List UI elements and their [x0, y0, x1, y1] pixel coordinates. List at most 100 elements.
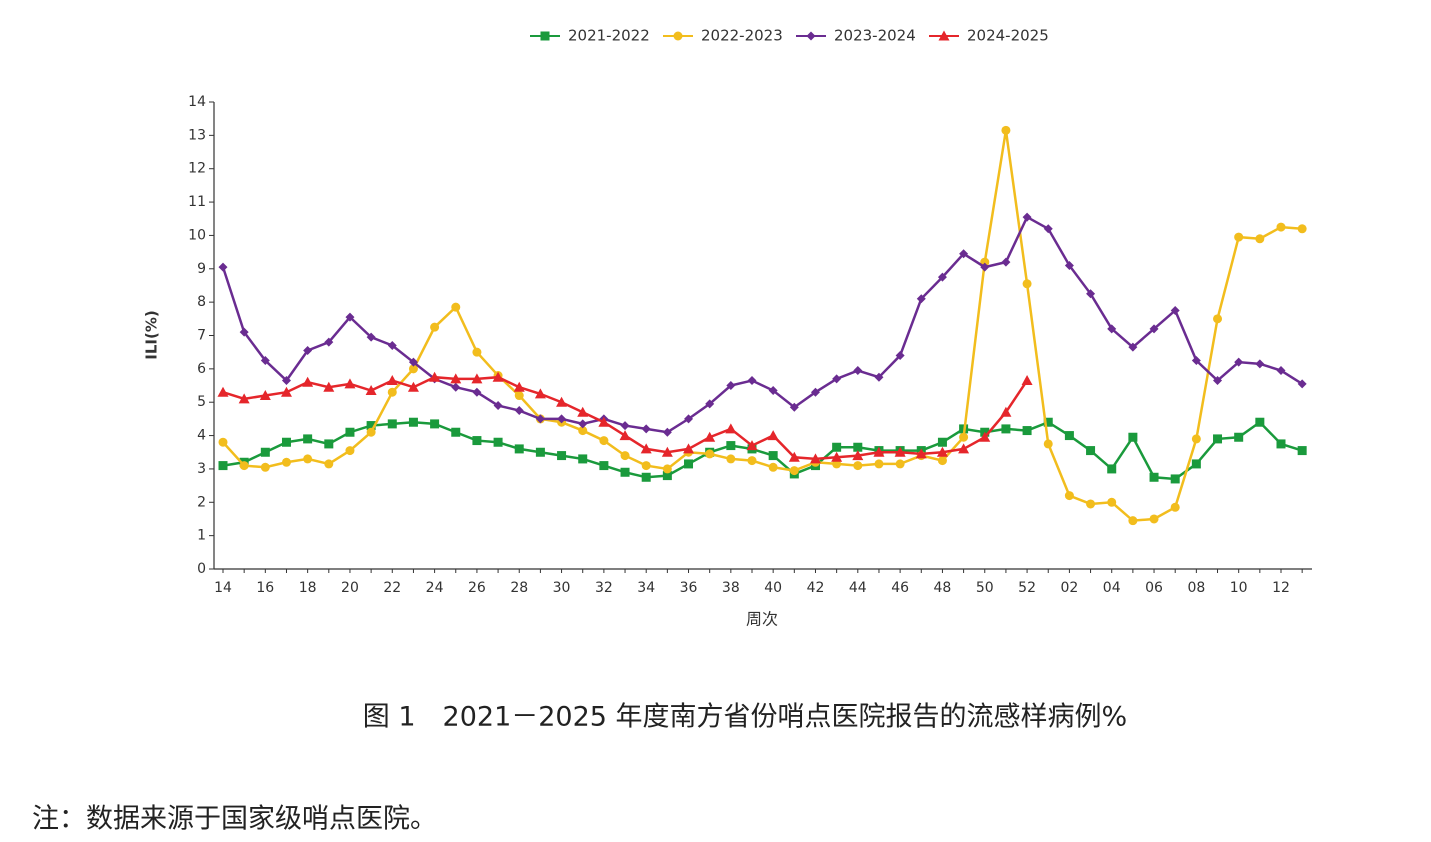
marker — [806, 31, 816, 41]
marker — [451, 427, 461, 437]
marker — [1021, 375, 1033, 386]
marker — [1170, 474, 1180, 484]
marker — [260, 356, 270, 366]
marker — [493, 437, 503, 447]
marker — [281, 457, 291, 467]
marker — [450, 373, 462, 384]
marker — [641, 461, 651, 471]
marker — [1276, 439, 1286, 449]
y-tick-label: 7 — [197, 328, 206, 344]
x-tick-label: 22 — [383, 580, 401, 596]
marker — [726, 441, 736, 451]
marker — [471, 373, 483, 384]
marker — [366, 427, 376, 437]
marker — [303, 454, 313, 464]
marker — [513, 381, 525, 392]
marker — [1149, 472, 1159, 482]
marker — [895, 351, 905, 361]
marker — [1001, 125, 1011, 135]
marker — [408, 357, 418, 367]
marker — [747, 376, 757, 386]
marker — [873, 446, 885, 457]
marker — [1297, 379, 1307, 389]
marker — [853, 442, 863, 452]
marker — [451, 382, 461, 392]
marker — [641, 472, 651, 482]
marker — [938, 30, 950, 41]
marker — [746, 440, 758, 451]
marker — [429, 371, 441, 382]
marker — [1064, 431, 1074, 441]
x-axis-label: 周次 — [746, 610, 778, 629]
y-tick-label: 4 — [197, 428, 206, 444]
x-tick-label: 08 — [1187, 580, 1205, 596]
y-axis-label: ILI(%) — [143, 310, 161, 359]
marker — [1001, 257, 1011, 267]
marker — [599, 436, 609, 446]
x-tick-label: 10 — [1230, 580, 1248, 596]
marker — [1213, 314, 1223, 324]
marker — [386, 375, 398, 386]
marker — [578, 419, 588, 429]
marker — [1128, 342, 1138, 352]
marker — [238, 393, 250, 404]
marker — [303, 346, 313, 356]
marker — [619, 430, 631, 441]
x-tick-label: 40 — [764, 580, 782, 596]
y-tick-label: 8 — [197, 294, 206, 310]
marker — [366, 332, 376, 342]
marker — [345, 312, 355, 322]
marker — [809, 453, 821, 464]
marker — [620, 421, 630, 431]
marker — [705, 399, 715, 409]
marker — [492, 371, 504, 382]
x-tick-label: 44 — [849, 580, 867, 596]
marker — [895, 459, 905, 469]
marker — [430, 322, 440, 332]
marker — [408, 417, 418, 427]
marker — [1170, 502, 1180, 512]
marker — [684, 414, 694, 424]
marker — [810, 387, 820, 397]
marker — [705, 449, 715, 459]
marker — [853, 366, 863, 376]
marker — [1297, 224, 1307, 234]
marker — [768, 386, 778, 396]
x-tick-label: 30 — [553, 580, 571, 596]
marker — [768, 462, 778, 472]
x-tick-label: 12 — [1272, 580, 1290, 596]
marker — [345, 427, 355, 437]
marker — [1276, 222, 1286, 232]
marker — [1213, 434, 1223, 444]
marker — [303, 434, 313, 444]
marker — [514, 391, 524, 401]
marker — [535, 414, 545, 424]
marker — [260, 447, 270, 457]
marker — [1043, 224, 1053, 234]
marker — [239, 327, 249, 337]
marker — [725, 423, 737, 434]
marker — [1234, 432, 1244, 442]
marker — [832, 374, 842, 384]
marker — [1001, 424, 1011, 434]
marker — [1213, 376, 1223, 386]
x-tick-label: 34 — [637, 580, 655, 596]
series-line — [222, 420, 1303, 481]
marker — [1064, 260, 1074, 270]
marker — [1255, 359, 1265, 369]
marker — [1234, 232, 1244, 242]
marker — [747, 456, 757, 466]
marker — [239, 461, 249, 471]
x-tick-label: 20 — [341, 580, 359, 596]
marker — [640, 443, 652, 454]
marker — [620, 467, 630, 477]
x-tick-label: 52 — [1018, 580, 1036, 596]
marker — [535, 447, 545, 457]
caption: 图 1 2021－2025 年度南方省份哨点医院报告的流感样病例% — [363, 702, 1127, 733]
series-line — [221, 215, 1303, 434]
marker — [831, 451, 843, 462]
marker — [853, 461, 863, 471]
marker — [534, 388, 546, 399]
y-tick-label: 0 — [197, 561, 206, 577]
marker — [662, 471, 672, 481]
